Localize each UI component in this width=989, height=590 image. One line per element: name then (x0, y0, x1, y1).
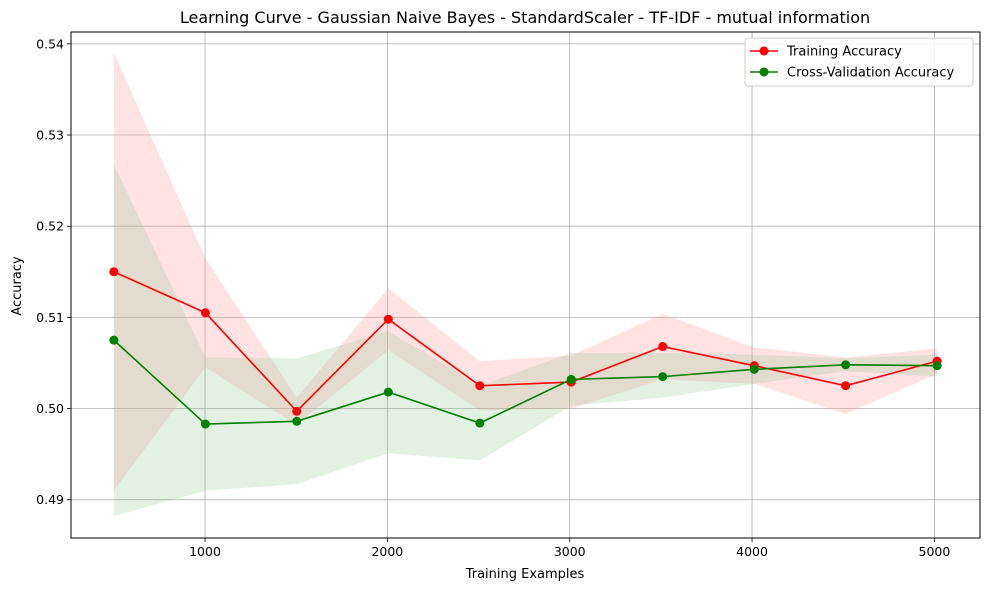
point-training (109, 267, 119, 277)
x-tick-label: 5000 (919, 544, 951, 559)
x-axis-ticks: 1000 2000 3000 4000 5000 (189, 538, 950, 559)
point-training (200, 308, 210, 318)
y-tick-label: 0.49 (36, 492, 64, 507)
band-cross-validation (113, 164, 938, 517)
legend-box (744, 37, 974, 87)
x-tick-label: 4000 (736, 544, 768, 559)
point-cross-validation (109, 335, 119, 345)
series-points (109, 267, 942, 429)
y-tick-label: 0.54 (36, 36, 64, 51)
y-axis-ticks: 0.49 0.50 0.51 0.52 0.53 0.54 (36, 36, 71, 507)
line-cross-validation (113, 339, 938, 425)
grid (71, 32, 980, 538)
band-training (113, 52, 938, 491)
legend-label-training: Training Accuracy (786, 45, 902, 60)
point-training (292, 406, 302, 416)
series-lines (113, 271, 938, 425)
point-cross-validation (383, 387, 393, 397)
point-training (383, 314, 393, 324)
x-axis-label: Training Examples (465, 567, 585, 582)
point-cross-validation (658, 372, 668, 382)
point-training (658, 342, 668, 352)
confidence-bands (113, 52, 938, 517)
point-cross-validation (566, 374, 576, 384)
y-tick-label: 0.50 (36, 401, 64, 416)
point-cross-validation (841, 360, 851, 370)
y-tick-label: 0.53 (36, 128, 64, 143)
point-cross-validation (292, 416, 302, 426)
y-tick-label: 0.52 (36, 219, 64, 234)
y-axis-label: Accuracy (10, 256, 25, 316)
plot-frame (70, 31, 981, 539)
legend-label-cross-validation: Cross-Validation Accuracy (787, 66, 955, 81)
x-tick-label: 1000 (189, 544, 221, 559)
x-tick-label: 3000 (554, 544, 586, 559)
x-tick-label: 2000 (371, 544, 403, 559)
legend-swatch-marker-cross-validation (759, 67, 769, 77)
chart-title: Learning Curve - Gaussian Naive Bayes - … (180, 8, 870, 27)
point-cross-validation (749, 364, 759, 374)
point-cross-validation (475, 418, 485, 428)
point-training (475, 381, 485, 391)
point-cross-validation (932, 361, 942, 371)
line-training (113, 271, 938, 413)
legend-swatch-marker-training (759, 46, 769, 56)
point-training (841, 381, 851, 391)
legend: Training Accuracy Cross-Validation Accura… (744, 37, 974, 87)
y-tick-label: 0.51 (36, 310, 64, 325)
point-cross-validation (200, 419, 210, 429)
